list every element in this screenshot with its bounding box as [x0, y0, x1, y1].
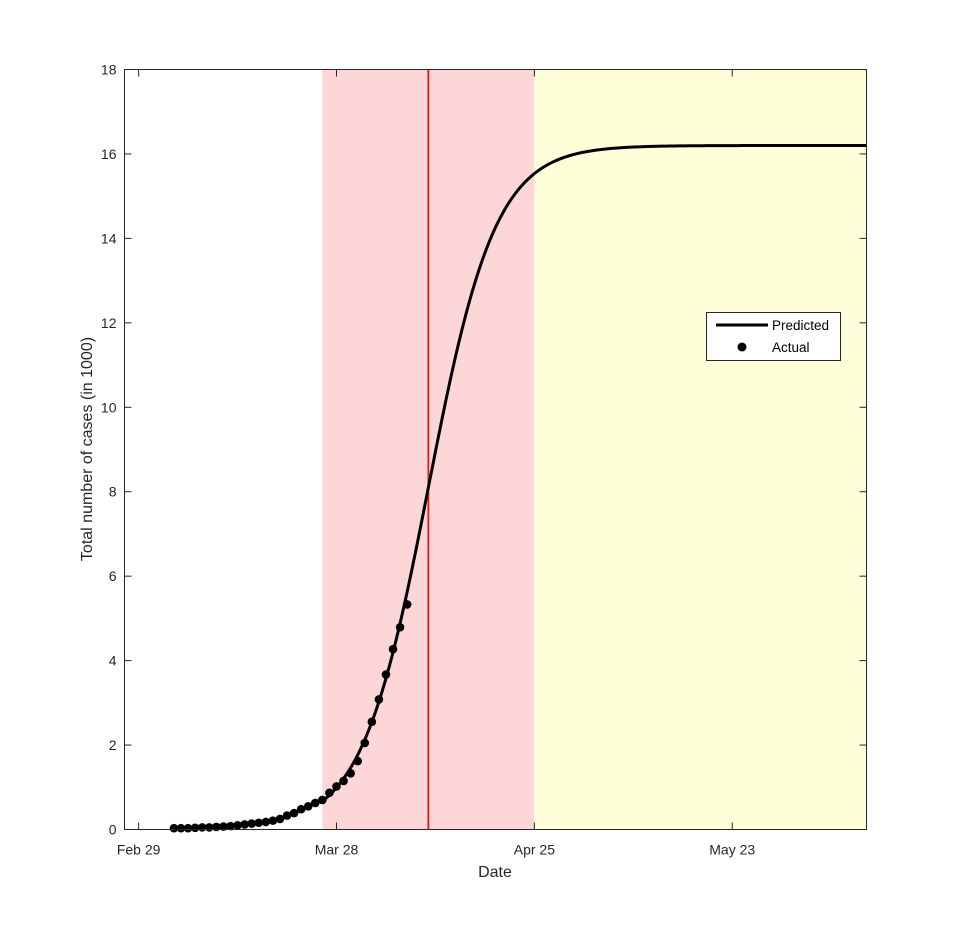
shaded-regions [322, 69, 867, 830]
y-tick-label: 8 [109, 484, 117, 500]
actual-point [183, 823, 193, 833]
y-tick-label: 0 [109, 822, 117, 838]
x-tick-label: Feb 29 [117, 842, 161, 858]
legend: Predicted Actual [706, 312, 841, 361]
actual-point [303, 801, 313, 811]
actual-point [325, 788, 334, 798]
actual-point [388, 644, 398, 654]
y-tick-label: 16 [101, 146, 117, 162]
actual-point [360, 738, 370, 748]
y-axis: 0 2 4 6 8 10 12 14 16 18 [101, 62, 867, 838]
actual-point [332, 782, 341, 791]
actual-point [268, 816, 278, 825]
actual-point [247, 819, 256, 828]
x-tick-label: May 23 [709, 842, 755, 858]
x-axis-label: Date [478, 864, 512, 881]
legend-predicted-label: Predicted [772, 318, 829, 333]
actual-point [311, 798, 320, 808]
y-tick-label: 6 [109, 568, 117, 584]
actual-point [296, 804, 306, 814]
y-tick-label: 4 [109, 653, 117, 669]
legend-actual-swatch [737, 342, 747, 352]
actual-point [289, 808, 299, 818]
actual-point [176, 823, 186, 833]
x-tick-label: Mar 28 [315, 842, 359, 858]
actual-point [402, 600, 412, 609]
shaded-region-2 [534, 69, 867, 830]
actual-point [318, 795, 327, 805]
actual-point [261, 817, 271, 827]
y-tick-label: 14 [101, 230, 117, 246]
x-tick-label: Apr 25 [514, 842, 555, 858]
y-tick-label: 10 [101, 399, 117, 415]
y-axis-label: Total number of cases (in 1000) [79, 337, 96, 561]
actual-point [226, 821, 235, 831]
actual-point [339, 776, 348, 786]
plot-frame [124, 69, 867, 830]
legend-actual-label: Actual [772, 340, 810, 355]
actual-point [275, 814, 285, 824]
y-tick-label: 12 [101, 315, 117, 331]
actual-point [346, 769, 355, 778]
actual-point [282, 811, 292, 820]
actual-point [374, 695, 384, 704]
actual-point [367, 717, 377, 727]
actual-point [353, 756, 363, 766]
actual-point [219, 822, 228, 831]
x-axis: Feb 29 Mar 28 Apr 25 May 23 [117, 69, 755, 858]
y-tick-label: 18 [101, 62, 117, 78]
actual-point [381, 670, 391, 679]
actual-point [254, 818, 264, 828]
legend-box [706, 312, 841, 361]
actual-point [169, 823, 179, 833]
predicted-curve [321, 144, 867, 803]
series-predicted [321, 144, 867, 803]
actual-point [233, 820, 242, 830]
actual-point [395, 622, 405, 632]
y-tick-label: 2 [109, 737, 117, 753]
actual-point [240, 820, 249, 829]
